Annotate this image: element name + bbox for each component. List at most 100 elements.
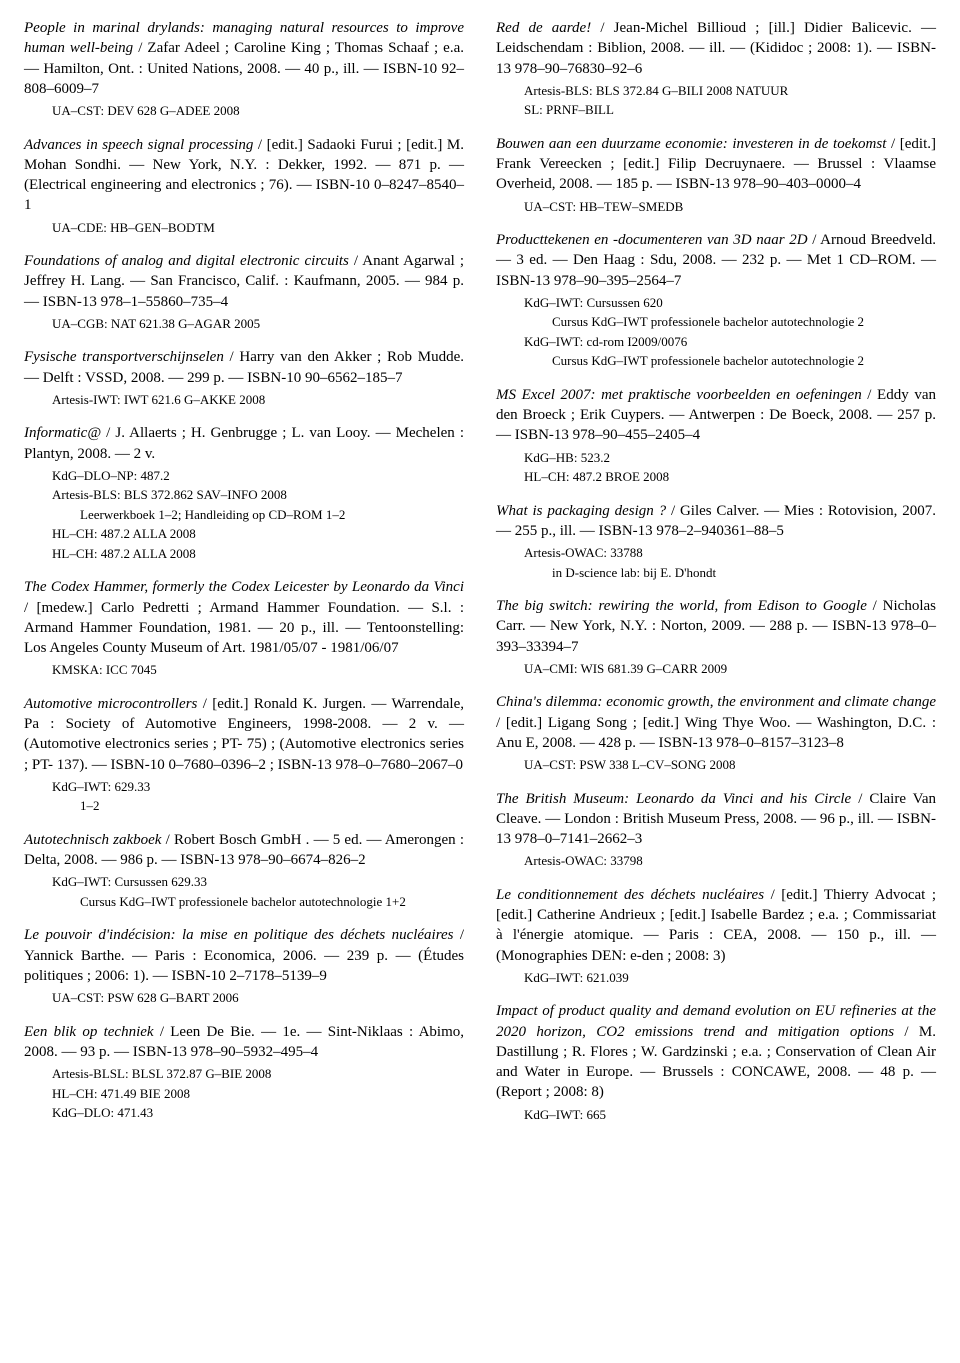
holding-line: KdG–DLO–NP: 487.2 [24, 466, 464, 486]
entry-title: Foundations of analog and digital electr… [24, 253, 349, 269]
holdings-block: Artesis-OWAC: 33798 [496, 851, 936, 871]
bib-entry: The Codex Hammer, formerly the Codex Lei… [24, 577, 464, 680]
holdings-block: UA–CDE: HB–GEN–BODTM [24, 218, 464, 238]
holding-line: Artesis-BLS: BLS 372.862 SAV–INFO 2008 [24, 485, 464, 505]
entry-main: Red de aarde! / Jean-Michel Billioud ; [… [496, 18, 936, 79]
left-column: People in marinal drylands: managing nat… [24, 18, 464, 1138]
holdings-block: Artesis-BLS: BLS 372.84 G–BILI 2008 NATU… [496, 81, 936, 120]
entry-title: The Codex Hammer, formerly the Codex Lei… [24, 579, 464, 595]
entry-title: China's dilemma: economic growth, the en… [496, 694, 936, 710]
bib-entry: China's dilemma: economic growth, the en… [496, 692, 936, 774]
holding-line: KdG–IWT: 629.33 [24, 777, 464, 797]
entry-title: Autotechnisch zakboek [24, 832, 161, 848]
holding-line: in D-science lab: bij E. D'hondt [496, 563, 936, 583]
holding-line: UA–CST: DEV 628 G–ADEE 2008 [24, 101, 464, 121]
entry-details: / [medew.] Carlo Pedretti ; Armand Hamme… [24, 600, 464, 657]
holding-line: Leerwerkboek 1–2; Handleiding op CD–ROM … [24, 505, 464, 525]
bib-entry: The big switch: rewiring the world, from… [496, 596, 936, 678]
holding-line: KdG–DLO: 471.43 [24, 1103, 464, 1123]
holding-line: Artesis-BLS: BLS 372.84 G–BILI 2008 NATU… [496, 81, 936, 101]
holding-line: Cursus KdG–IWT professionele bachelor au… [496, 351, 936, 371]
bib-entry: Foundations of analog and digital electr… [24, 251, 464, 333]
entry-title: Red de aarde! [496, 20, 591, 36]
bib-entry: Autotechnisch zakboek / Robert Bosch Gmb… [24, 830, 464, 912]
holdings-block: Artesis-OWAC: 33788in D-science lab: bij… [496, 543, 936, 582]
holding-line: HL–CH: 487.2 BROE 2008 [496, 467, 936, 487]
holdings-block: KdG–HB: 523.2HL–CH: 487.2 BROE 2008 [496, 448, 936, 487]
entry-main: Informatic@ / J. Allaerts ; H. Genbrugge… [24, 423, 464, 464]
entry-title: Producttekenen en -documenteren van 3D n… [496, 232, 808, 248]
bib-entry: Een blik op techniek / Leen De Bie. — 1e… [24, 1022, 464, 1123]
bib-entry: Fysische transportverschijnselen / Harry… [24, 347, 464, 409]
entry-main: Bouwen aan een duurzame economie: invest… [496, 134, 936, 195]
entry-title: Le pouvoir d'indécision: la mise en poli… [24, 927, 454, 943]
holding-line: Artesis-OWAC: 33788 [496, 543, 936, 563]
entry-main: Le conditionnement des déchets nucléaire… [496, 885, 936, 966]
entry-main: Advances in speech signal processing / [… [24, 135, 464, 216]
bib-entry: Bouwen aan een duurzame economie: invest… [496, 134, 936, 216]
holding-line: Artesis-IWT: IWT 621.6 G–AKKE 2008 [24, 390, 464, 410]
holdings-block: Artesis-IWT: IWT 621.6 G–AKKE 2008 [24, 390, 464, 410]
holding-line: KdG–IWT: Cursussen 629.33 [24, 872, 464, 892]
entry-main: Producttekenen en -documenteren van 3D n… [496, 230, 936, 291]
holdings-block: UA–CST: PSW 628 G–BART 2006 [24, 988, 464, 1008]
holdings-block: Artesis-BLSL: BLSL 372.87 G–BIE 2008HL–C… [24, 1064, 464, 1123]
holding-line: Cursus KdG–IWT professionele bachelor au… [496, 312, 936, 332]
entry-title: Le conditionnement des déchets nucléaire… [496, 887, 764, 903]
entry-title: Bouwen aan een duurzame economie: invest… [496, 136, 886, 152]
holding-line: HL–CH: 471.49 BIE 2008 [24, 1084, 464, 1104]
bib-entry: The British Museum: Leonardo da Vinci an… [496, 789, 936, 871]
holding-line: UA–CST: HB–TEW–SMEDB [496, 197, 936, 217]
holdings-block: UA–CST: DEV 628 G–ADEE 2008 [24, 101, 464, 121]
entry-main: China's dilemma: economic growth, the en… [496, 692, 936, 753]
holdings-block: UA–CST: PSW 338 L–CV–SONG 2008 [496, 755, 936, 775]
bib-entry: People in marinal drylands: managing nat… [24, 18, 464, 121]
bib-entry: Le conditionnement des déchets nucléaire… [496, 885, 936, 988]
entry-title: Automotive microcontrollers [24, 696, 197, 712]
entry-title: The big switch: rewiring the world, from… [496, 598, 867, 614]
holding-line: UA–CMI: WIS 681.39 G–CARR 2009 [496, 659, 936, 679]
holding-line: UA–CDE: HB–GEN–BODTM [24, 218, 464, 238]
entry-main: People in marinal drylands: managing nat… [24, 18, 464, 99]
holdings-block: KdG–IWT: 621.039 [496, 968, 936, 988]
entry-title: What is packaging design ? [496, 503, 666, 519]
holding-line: HL–CH: 487.2 ALLA 2008 [24, 544, 464, 564]
bib-entry: Advances in speech signal processing / [… [24, 135, 464, 238]
bib-entry: Automotive microcontrollers / [edit.] Ro… [24, 694, 464, 816]
entry-title: Informatic@ [24, 425, 101, 441]
holding-line: UA–CST: PSW 628 G–BART 2006 [24, 988, 464, 1008]
holdings-block: UA–CMI: WIS 681.39 G–CARR 2009 [496, 659, 936, 679]
bib-entry: Red de aarde! / Jean-Michel Billioud ; [… [496, 18, 936, 120]
right-column: Red de aarde! / Jean-Michel Billioud ; [… [496, 18, 936, 1138]
holding-line: KdG–IWT: Cursussen 620 [496, 293, 936, 313]
entry-main: Le pouvoir d'indécision: la mise en poli… [24, 925, 464, 986]
holdings-block: KdG–DLO–NP: 487.2Artesis-BLS: BLS 372.86… [24, 466, 464, 564]
holdings-block: KdG–IWT: Cursussen 620Cursus KdG–IWT pro… [496, 293, 936, 371]
entry-main: Automotive microcontrollers / [edit.] Ro… [24, 694, 464, 775]
entry-details: / [edit.] Ligang Song ; [edit.] Wing Thy… [496, 715, 936, 751]
entry-main: The big switch: rewiring the world, from… [496, 596, 936, 657]
entry-main: Foundations of analog and digital electr… [24, 251, 464, 312]
entry-title: Advances in speech signal processing [24, 137, 253, 153]
holdings-block: KdG–IWT: Cursussen 629.33Cursus KdG–IWT … [24, 872, 464, 911]
entry-main: Fysische transportverschijnselen / Harry… [24, 347, 464, 388]
holding-line: UA–CGB: NAT 621.38 G–AGAR 2005 [24, 314, 464, 334]
entry-title: Fysische transportverschijnselen [24, 349, 224, 365]
holding-line: HL–CH: 487.2 ALLA 2008 [24, 524, 464, 544]
holdings-block: KdG–IWT: 665 [496, 1105, 936, 1125]
entry-title: Impact of product quality and demand evo… [496, 1003, 936, 1039]
holding-line: Artesis-OWAC: 33798 [496, 851, 936, 871]
bibliography-columns: People in marinal drylands: managing nat… [24, 18, 936, 1138]
bib-entry: Impact of product quality and demand evo… [496, 1001, 936, 1124]
holding-line: KdG–IWT: cd-rom I2009/0076 [496, 332, 936, 352]
bib-entry: Informatic@ / J. Allaerts ; H. Genbrugge… [24, 423, 464, 563]
entry-main: MS Excel 2007: met praktische voorbeelde… [496, 385, 936, 446]
entry-main: The Codex Hammer, formerly the Codex Lei… [24, 577, 464, 658]
bib-entry: MS Excel 2007: met praktische voorbeelde… [496, 385, 936, 487]
holdings-block: UA–CGB: NAT 621.38 G–AGAR 2005 [24, 314, 464, 334]
entry-title: MS Excel 2007: met praktische voorbeelde… [496, 387, 862, 403]
entry-main: Een blik op techniek / Leen De Bie. — 1e… [24, 1022, 464, 1063]
entry-main: Autotechnisch zakboek / Robert Bosch Gmb… [24, 830, 464, 871]
holding-line: SL: PRNF–BILL [496, 100, 936, 120]
holdings-block: KdG–IWT: 629.331–2 [24, 777, 464, 816]
